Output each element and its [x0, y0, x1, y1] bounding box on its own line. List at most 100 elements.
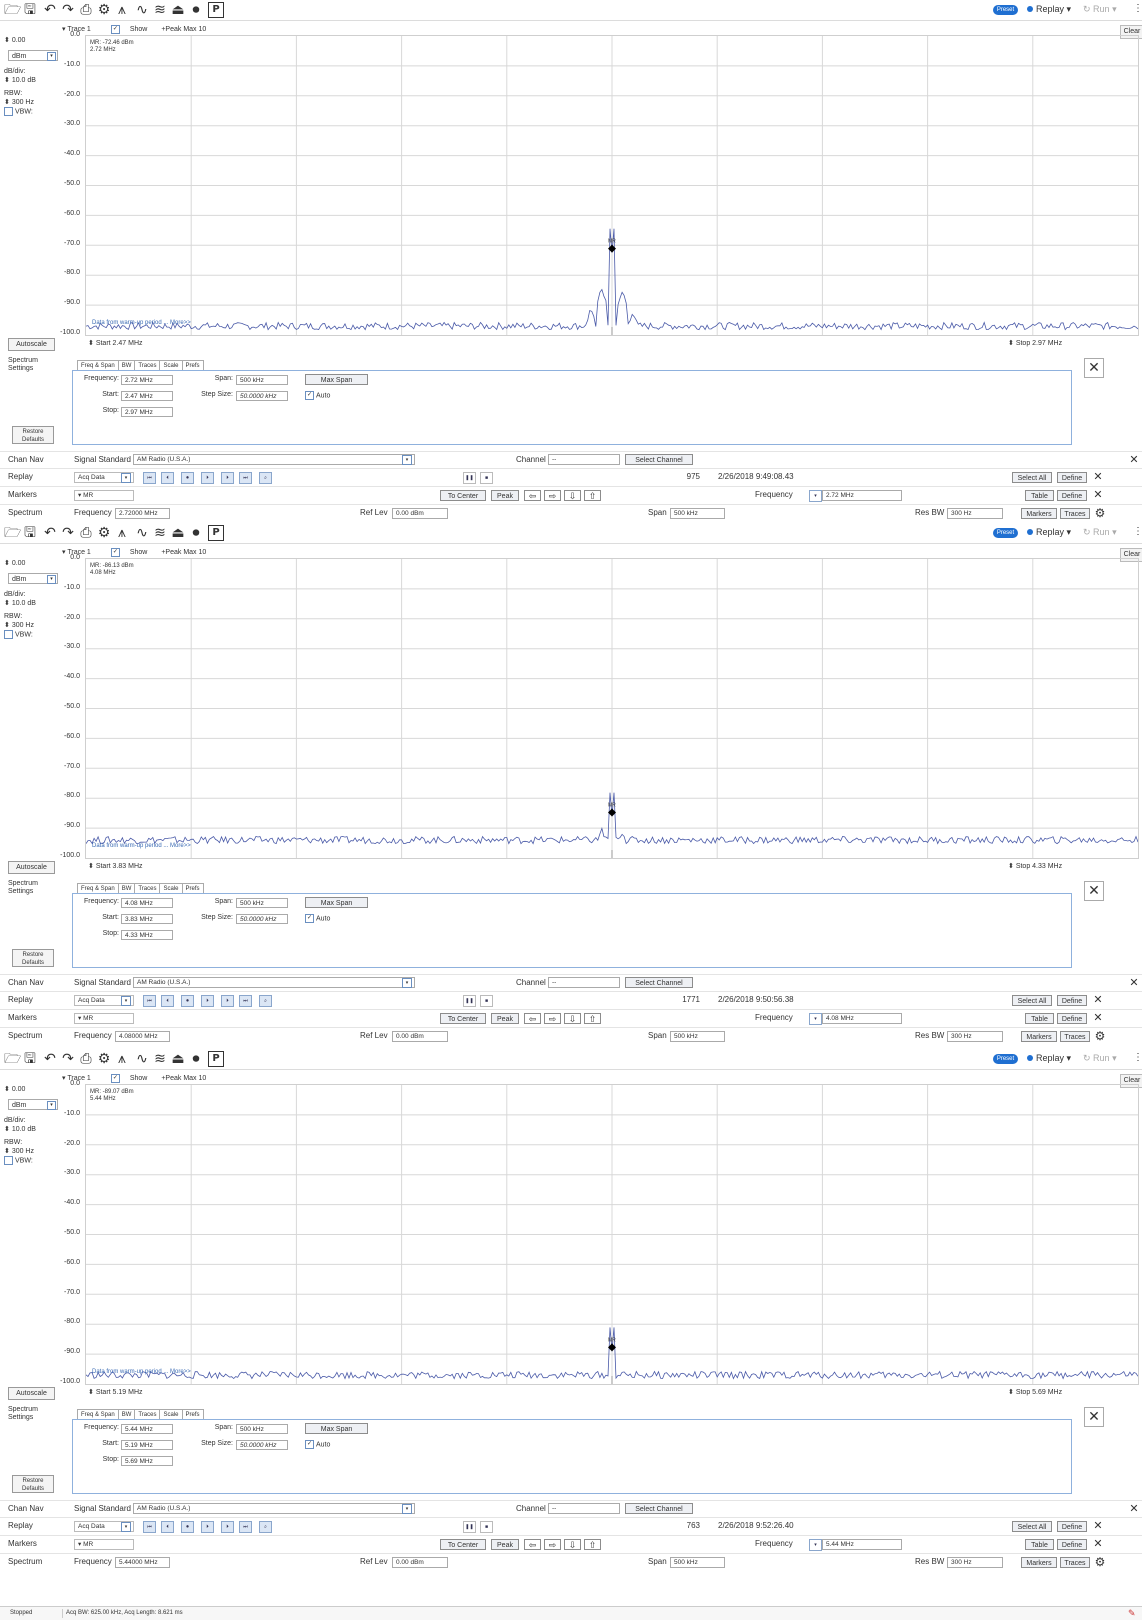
trace-selector[interactable]: ▾ Trace 1 [62, 549, 91, 557]
fast-forward-icon[interactable]: ⏭ [239, 995, 252, 1007]
warmup-link[interactable]: Data from warm-up period ... More>> [92, 843, 191, 849]
peak-up-icon[interactable]: ⇧ [584, 1013, 601, 1024]
span-input[interactable]: 500 kHz [236, 1424, 288, 1434]
define-button[interactable]: Define [1057, 472, 1087, 483]
zoom-icon[interactable]: ⌕ [259, 472, 272, 484]
marker-select[interactable]: ▾ MR [74, 490, 134, 501]
marker-define-button[interactable]: Define [1057, 1539, 1087, 1550]
marker-diamond[interactable] [608, 1343, 616, 1352]
start-readout[interactable]: ⬍ Start 5.19 MHz [88, 1388, 143, 1396]
define-button[interactable]: Define [1057, 1521, 1087, 1532]
markers-button[interactable]: Markers [1021, 1031, 1057, 1042]
step-back-icon[interactable]: ⏴ [161, 1521, 174, 1533]
start-readout[interactable]: ⬍ Start 2.47 MHz [88, 339, 143, 347]
step-size-input[interactable]: 50.0000 kHz [236, 1440, 288, 1450]
traces-button[interactable]: Traces [1060, 1557, 1090, 1568]
marker-frequency-input[interactable]: 5.44 MHz [822, 1539, 902, 1550]
trace-selector[interactable]: ▾ Trace 1 [62, 26, 91, 34]
autoscale-button[interactable]: Autoscale [8, 338, 55, 351]
settings-gear-icon[interactable]: ⚙ [97, 2, 111, 18]
antenna-icon[interactable]: ⩚ [118, 1051, 126, 1067]
frequency-input[interactable]: 4.08 MHz [121, 898, 173, 908]
acq-data-select[interactable]: Acq Data ▾ [74, 995, 134, 1006]
close-replay-icon[interactable]: ✕ [1093, 470, 1103, 483]
record-icon[interactable]: ⏺ [192, 1051, 200, 1067]
span-field-input[interactable]: 500 kHz [670, 508, 725, 519]
antenna-icon[interactable]: ⩚ [118, 525, 126, 541]
peak-left-icon[interactable]: ⇦ [524, 490, 541, 501]
start-input[interactable]: 2.47 MHz [121, 391, 173, 401]
stop-input[interactable]: 5.69 MHz [121, 1456, 173, 1466]
vbw-checkbox[interactable]: VBW: [4, 1156, 64, 1165]
signal-standard-select[interactable]: AM Radio (U.S.A.) ▾ [133, 977, 415, 988]
close-chan-nav-icon[interactable]: ✕ [1129, 976, 1139, 989]
peak-button[interactable]: Peak [491, 1539, 519, 1550]
ref-level-row[interactable]: ⬍ 0.00 [4, 559, 64, 568]
presets-icon[interactable]: P [208, 2, 224, 18]
span-field-input[interactable]: 500 kHz [670, 1031, 725, 1042]
warmup-link[interactable]: Data from warm-up period ... More>> [92, 320, 191, 326]
peak-up-icon[interactable]: ⇧ [584, 1539, 601, 1550]
stop-readout[interactable]: ⬍ Stop 2.97 MHz [1008, 339, 1062, 347]
rbw-row[interactable]: ⬍ 300 Hz [4, 98, 64, 107]
channel-input[interactable]: -- [548, 1503, 620, 1514]
chevron-down-icon[interactable]: ▾ [809, 1539, 822, 1551]
peak-button[interactable]: Peak [491, 1013, 519, 1024]
save-icon[interactable]: 🖫 [24, 525, 36, 541]
warmup-link[interactable]: Data from warm-up period ... More>> [92, 1369, 191, 1375]
save-icon[interactable]: 🖫 [24, 2, 36, 18]
spectrum-plot[interactable]: MR [85, 1084, 1139, 1385]
replay-dropdown[interactable]: Replay ▾ [1027, 1053, 1071, 1064]
pause-icon[interactable]: ❚❚ [463, 995, 476, 1007]
persistence-icon[interactable]: ≋ [154, 525, 166, 541]
show-checkbox[interactable]: ✓ Show [110, 1074, 158, 1083]
step-size-input[interactable]: 50.0000 kHz [236, 391, 288, 401]
redo-icon[interactable]: ↷ [62, 2, 74, 18]
record-icon[interactable]: ⏺ [181, 1521, 194, 1533]
close-chan-nav-icon[interactable]: ✕ [1129, 1502, 1139, 1515]
traces-button[interactable]: Traces [1060, 508, 1090, 519]
close-replay-icon[interactable]: ✕ [1093, 993, 1103, 1006]
print-icon[interactable]: ⎙ [80, 525, 92, 541]
peak-button[interactable]: Peak [491, 490, 519, 501]
open-folder-icon[interactable]: 🗁 [4, 2, 22, 18]
fast-forward-icon[interactable]: ⏭ [239, 472, 252, 484]
persistence-icon[interactable]: ≋ [154, 1051, 166, 1067]
span-input[interactable]: 500 kHz [236, 375, 288, 385]
step-forward-icon[interactable]: ⏵ [221, 472, 234, 484]
recall-icon[interactable]: ⏏ [171, 1051, 185, 1067]
spectrum-icon[interactable]: ∿ [136, 1051, 148, 1067]
presets-icon[interactable]: P [208, 1051, 224, 1067]
signal-standard-select[interactable]: AM Radio (U.S.A.) ▾ [133, 454, 415, 465]
preset-button[interactable]: Preset [993, 5, 1018, 15]
recall-icon[interactable]: ⏏ [171, 2, 185, 18]
preset-button[interactable]: Preset [993, 528, 1018, 538]
open-folder-icon[interactable]: 🗁 [4, 525, 22, 541]
frequency-input[interactable]: 5.44 MHz [121, 1424, 173, 1434]
res-bw-input[interactable]: 300 Hz [947, 508, 1003, 519]
auto-checkbox[interactable]: ✓ Auto [305, 1440, 330, 1449]
start-input[interactable]: 3.83 MHz [121, 914, 173, 924]
stop-readout[interactable]: ⬍ Stop 5.69 MHz [1008, 1388, 1062, 1396]
define-button[interactable]: Define [1057, 995, 1087, 1006]
signal-standard-select[interactable]: AM Radio (U.S.A.) ▾ [133, 1503, 415, 1514]
markers-button[interactable]: Markers [1021, 508, 1057, 519]
restore-defaults-button[interactable]: Restore Defaults [12, 426, 54, 444]
ref-level-row[interactable]: ⬍ 0.00 [4, 36, 64, 45]
more-menu-icon[interactable]: ⋮ [1133, 526, 1142, 537]
print-icon[interactable]: ⎙ [80, 2, 92, 18]
close-settings-icon[interactable]: ✕ [1084, 881, 1104, 901]
to-center-button[interactable]: To Center [440, 490, 486, 501]
close-settings-icon[interactable]: ✕ [1084, 1407, 1104, 1427]
pause-icon[interactable]: ❚❚ [463, 472, 476, 484]
traces-button[interactable]: Traces [1060, 1031, 1090, 1042]
record-icon[interactable]: ⏺ [192, 2, 200, 18]
select-channel-button[interactable]: Select Channel [625, 454, 693, 465]
undo-icon[interactable]: ↶ [44, 1051, 56, 1067]
spectrum-plot[interactable]: MR [85, 558, 1139, 859]
skip-back-icon[interactable]: ⏮ [143, 472, 156, 484]
skip-back-icon[interactable]: ⏮ [143, 1521, 156, 1533]
play-icon[interactable]: ⏵ [201, 1521, 214, 1533]
record-icon[interactable]: ⏺ [192, 525, 200, 541]
spectrum-icon[interactable]: ∿ [136, 525, 148, 541]
